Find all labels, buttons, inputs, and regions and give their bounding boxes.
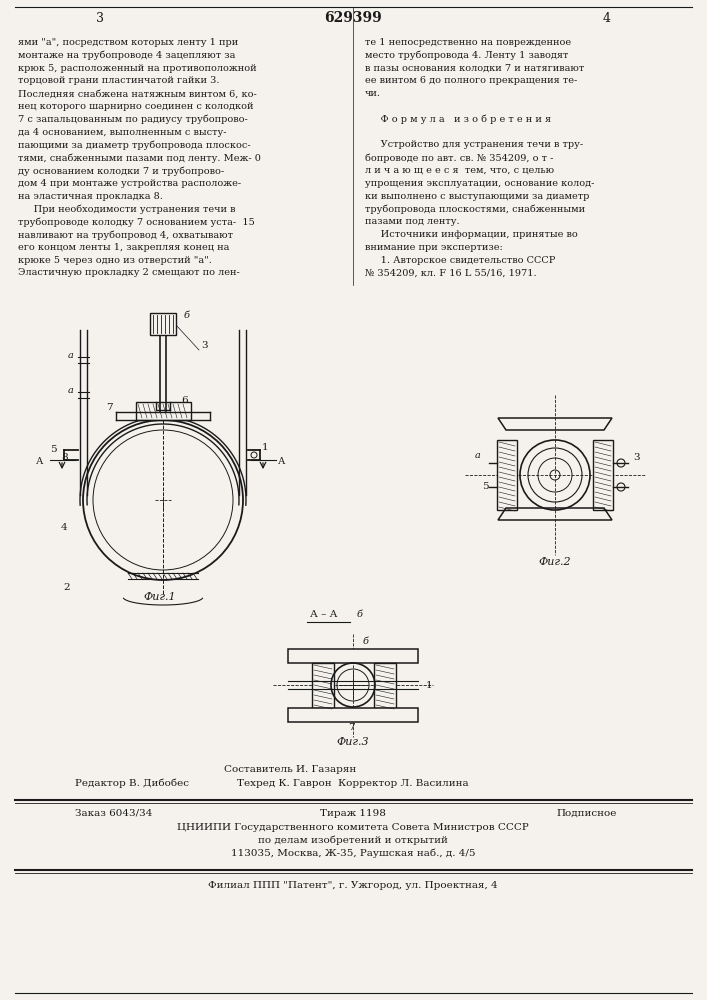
Text: 7: 7 bbox=[106, 403, 112, 412]
Text: ее винтом 6 до полного прекращения те-: ее винтом 6 до полного прекращения те- bbox=[365, 76, 577, 85]
Text: 4: 4 bbox=[603, 12, 611, 25]
Text: А: А bbox=[278, 458, 286, 466]
Bar bbox=[374, 663, 396, 708]
Text: нец которого шарнирно соединен с колодкой: нец которого шарнирно соединен с колодко… bbox=[18, 102, 254, 111]
Text: 2: 2 bbox=[63, 583, 69, 592]
Text: дом 4 при монтаже устройства расположе-: дом 4 при монтаже устройства расположе- bbox=[18, 179, 241, 188]
Text: да 4 основанием, выполненным с высту-: да 4 основанием, выполненным с высту- bbox=[18, 128, 226, 137]
Text: крюке 5 через одно из отверстий "а".: крюке 5 через одно из отверстий "а". bbox=[18, 256, 212, 265]
Text: а: а bbox=[68, 351, 74, 360]
Text: тями, снабженными пазами под ленту. Меж- 0: тями, снабженными пазами под ленту. Меж-… bbox=[18, 153, 261, 163]
Text: на эластичная прокладка 8.: на эластичная прокладка 8. bbox=[18, 192, 163, 201]
Text: упрощения эксплуатации, основание колод-: упрощения эксплуатации, основание колод- bbox=[365, 179, 595, 188]
Text: 629399: 629399 bbox=[324, 11, 382, 25]
Text: Техред К. Гаврон  Корректор Л. Василина: Техред К. Гаврон Корректор Л. Василина bbox=[237, 779, 469, 788]
Text: место трубопровода 4. Ленту 1 заводят: место трубопровода 4. Ленту 1 заводят bbox=[365, 51, 568, 60]
Text: ки выполнено с выступающими за диаметр: ки выполнено с выступающими за диаметр bbox=[365, 192, 590, 201]
Text: л и ч а ю щ е е с я  тем, что, с целью: л и ч а ю щ е е с я тем, что, с целью bbox=[365, 166, 554, 175]
Text: Составитель И. Газарян: Составитель И. Газарян bbox=[224, 765, 356, 774]
Text: а: а bbox=[68, 386, 74, 395]
Text: торцовой грани пластинчатой гайки 3.: торцовой грани пластинчатой гайки 3. bbox=[18, 76, 219, 85]
Text: При необходимости устранения течи в: При необходимости устранения течи в bbox=[18, 204, 235, 214]
Text: 8: 8 bbox=[61, 453, 68, 462]
Text: Ф о р м у л а   и з о б р е т е н и я: Ф о р м у л а и з о б р е т е н и я bbox=[365, 115, 551, 124]
Text: ду основанием колодки 7 и трубопрово-: ду основанием колодки 7 и трубопрово- bbox=[18, 166, 224, 176]
Text: его концом ленты 1, закрепляя конец на: его концом ленты 1, закрепляя конец на bbox=[18, 243, 229, 252]
Text: № 354209, кл. F 16 L 55/16, 1971.: № 354209, кл. F 16 L 55/16, 1971. bbox=[365, 268, 537, 277]
Text: крюк 5, расположенный на противоположной: крюк 5, расположенный на противоположной bbox=[18, 64, 257, 73]
Text: а: а bbox=[475, 451, 481, 460]
Text: Последняя снабжена натяжным винтом 6, ко-: Последняя снабжена натяжным винтом 6, ко… bbox=[18, 89, 257, 98]
Text: монтаже на трубопроводе 4 зацепляют за: монтаже на трубопроводе 4 зацепляют за bbox=[18, 51, 235, 60]
Text: трубопровода плоскостями, снабженными: трубопровода плоскостями, снабженными bbox=[365, 204, 585, 214]
Text: 5: 5 bbox=[482, 482, 489, 491]
Text: А: А bbox=[36, 458, 43, 466]
Text: Фиг.2: Фиг.2 bbox=[539, 557, 571, 567]
Bar bbox=[312, 663, 334, 708]
Text: чи.: чи. bbox=[365, 89, 381, 98]
Text: 3: 3 bbox=[633, 453, 640, 462]
Bar bbox=[288, 708, 418, 722]
Bar bbox=[150, 313, 176, 335]
Text: 3: 3 bbox=[201, 341, 208, 350]
Text: б: б bbox=[363, 637, 369, 646]
Text: Филиал ППП "Патент", г. Ужгород, ул. Проектная, 4: Филиал ППП "Патент", г. Ужгород, ул. Про… bbox=[208, 881, 498, 890]
Text: ЦНИИПИ Государственного комитета Совета Министров СССР: ЦНИИПИ Государственного комитета Совета … bbox=[177, 823, 529, 832]
Bar bbox=[593, 440, 613, 510]
Text: внимание при экспертизе:: внимание при экспертизе: bbox=[365, 243, 503, 252]
Text: 1: 1 bbox=[426, 680, 433, 690]
Bar bbox=[136, 402, 191, 420]
Text: Редактор В. Дибобес: Редактор В. Дибобес bbox=[75, 778, 189, 788]
Text: навливают на трубопровод 4, охватывают: навливают на трубопровод 4, охватывают bbox=[18, 230, 233, 239]
Text: бопроводе по авт. св. № 354209, о т -: бопроводе по авт. св. № 354209, о т - bbox=[365, 153, 554, 163]
Text: б: б bbox=[357, 610, 363, 619]
Text: Эластичную прокладку 2 смещают по лен-: Эластичную прокладку 2 смещают по лен- bbox=[18, 268, 240, 277]
Text: пающими за диаметр трубопровода плоскос-: пающими за диаметр трубопровода плоскос- bbox=[18, 140, 250, 150]
Text: Заказ 6043/34: Заказ 6043/34 bbox=[75, 809, 153, 818]
Text: ями "а", посредством которых ленту 1 при: ями "а", посредством которых ленту 1 при bbox=[18, 38, 238, 47]
Text: Тираж 1198: Тираж 1198 bbox=[320, 809, 386, 818]
Text: Источники информации, принятые во: Источники информации, принятые во bbox=[365, 230, 578, 239]
Text: 3: 3 bbox=[96, 12, 104, 25]
Text: Подписное: Подписное bbox=[556, 809, 617, 818]
Bar bbox=[497, 440, 517, 510]
Text: 1: 1 bbox=[262, 443, 269, 452]
Text: 5: 5 bbox=[50, 445, 57, 454]
Text: 1. Авторское свидетельство СССР: 1. Авторское свидетельство СССР bbox=[365, 256, 556, 265]
Text: те 1 непосредственно на поврежденное: те 1 непосредственно на поврежденное bbox=[365, 38, 571, 47]
Text: в пазы основания колодки 7 и натягивают: в пазы основания колодки 7 и натягивают bbox=[365, 64, 584, 73]
Text: А – А: А – А bbox=[310, 610, 337, 619]
Text: 4: 4 bbox=[61, 523, 68, 532]
Text: по делам изобретений и открытий: по делам изобретений и открытий bbox=[258, 836, 448, 845]
Text: 6: 6 bbox=[181, 396, 187, 405]
Text: б: б bbox=[184, 311, 190, 320]
Text: Фиг.3: Фиг.3 bbox=[337, 737, 369, 747]
Text: 7: 7 bbox=[348, 723, 355, 732]
Bar bbox=[288, 649, 418, 663]
Text: Фиг.1: Фиг.1 bbox=[144, 592, 176, 602]
Text: 113035, Москва, Ж-35, Раушская наб., д. 4/5: 113035, Москва, Ж-35, Раушская наб., д. … bbox=[230, 848, 475, 858]
Text: трубопроводе колодку 7 основанием уста-  15: трубопроводе колодку 7 основанием уста- … bbox=[18, 217, 255, 227]
Text: Устройство для устранения течи в тру-: Устройство для устранения течи в тру- bbox=[365, 140, 583, 149]
Text: пазами под ленту.: пазами под ленту. bbox=[365, 217, 460, 226]
Text: 7 с запальцованным по радиусу трубопрово-: 7 с запальцованным по радиусу трубопрово… bbox=[18, 115, 247, 124]
